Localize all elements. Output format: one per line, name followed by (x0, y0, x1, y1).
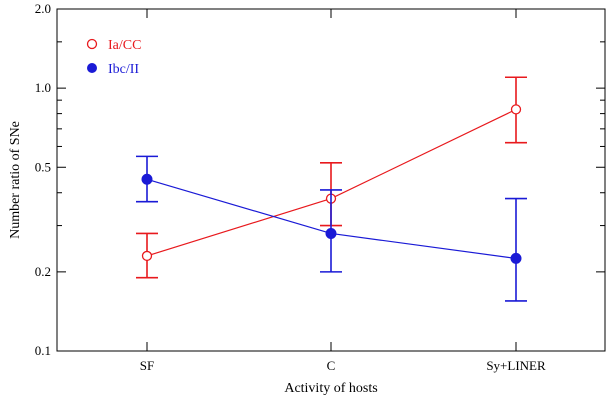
series-1 (136, 155, 527, 302)
y-tick-label: 2.0 (35, 1, 51, 16)
x-tick-labels: SF C Sy+LINER (140, 358, 546, 373)
data-point (141, 250, 153, 262)
y-tick-label: 1.0 (35, 80, 51, 95)
x-tick-label: Sy+LINER (486, 358, 546, 373)
y-tick-label: 0.1 (35, 343, 51, 358)
y-axis-title: Number ratio of SNe (8, 121, 23, 239)
legend-marker (86, 38, 98, 50)
data-point (510, 252, 522, 264)
y-tick-label: 0.5 (35, 159, 51, 174)
x-tick-label: C (327, 358, 336, 373)
legend-marker (87, 63, 97, 73)
legend-label: Ia/CC (108, 38, 141, 53)
legend-label: Ibc/II (108, 62, 139, 77)
y-tick-label: 0.2 (35, 264, 51, 279)
legend: Ia/CC Ibc/II (86, 38, 141, 77)
x-tick-label: SF (140, 358, 154, 373)
series-layer (136, 76, 527, 302)
data-point (141, 173, 153, 185)
data-point (325, 227, 337, 239)
x-axis-title: Activity of hosts (284, 381, 377, 396)
y-tick-labels: 0.1 0.2 0.5 1.0 2.0 (35, 1, 51, 358)
data-point (510, 104, 522, 115)
ticks (57, 8, 605, 352)
